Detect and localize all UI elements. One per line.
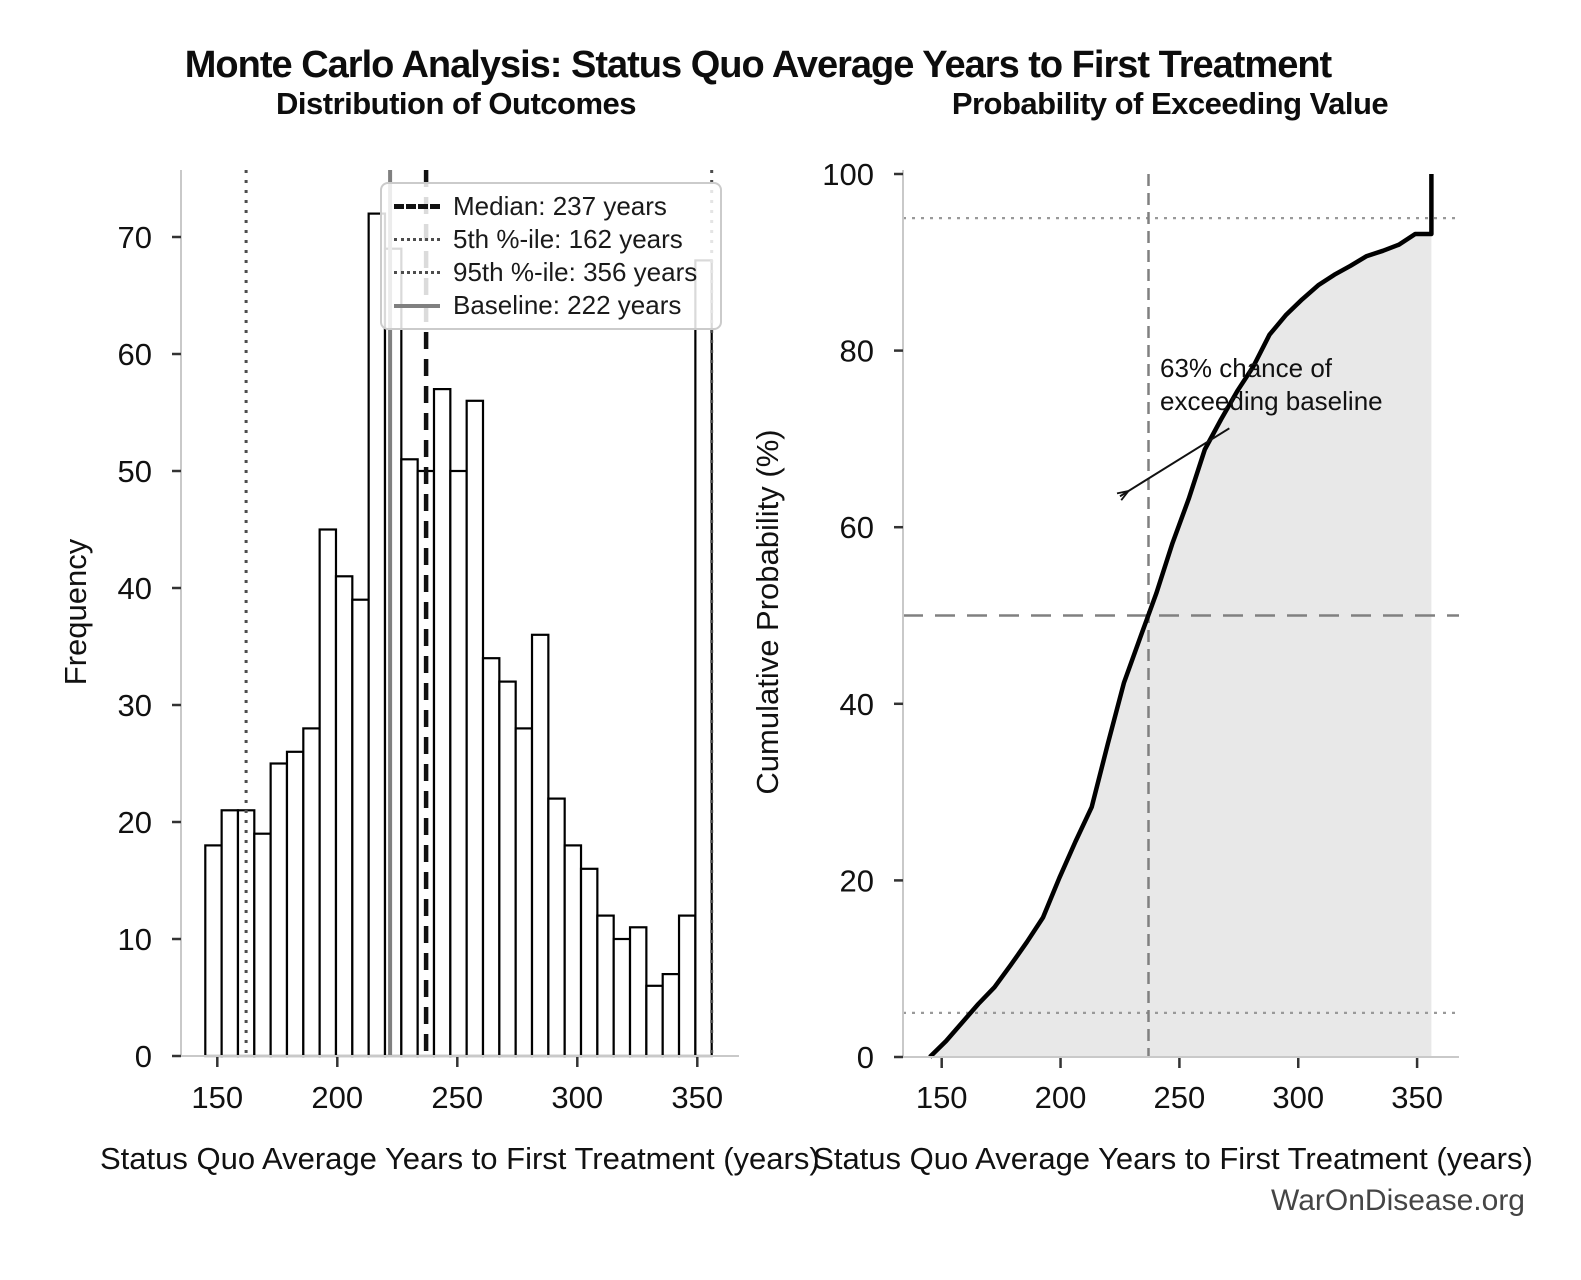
y-tick-label: 80	[840, 334, 874, 369]
histogram-bar	[547, 797, 566, 1058]
y-tick-label: 50	[118, 454, 152, 489]
histogram-title: Distribution of Outcomes	[276, 86, 637, 121]
histogram-bar	[628, 926, 648, 1058]
histogram-bar	[236, 809, 256, 1058]
cdf-title: Probability of Exceeding Value	[951, 86, 1389, 121]
y-tick-label: 20	[118, 805, 152, 840]
histogram-bar	[530, 633, 550, 1058]
x-tick-label: 150	[916, 1080, 968, 1115]
histogram-bar	[318, 528, 338, 1058]
histogram-bar	[367, 212, 387, 1058]
cdf-fill-area	[929, 234, 1432, 1057]
y-tick-label: 40	[118, 571, 152, 606]
histogram-bar	[383, 247, 403, 1058]
annotation-text: 63% chance of exceeding baseline	[1160, 353, 1383, 417]
y-tick-label: 60	[840, 510, 874, 545]
histogram-bar	[334, 575, 354, 1058]
y-tick-label: 0	[857, 1040, 874, 1075]
histogram-bar	[432, 388, 452, 1058]
histogram-bar	[612, 937, 632, 1058]
legend-label: 5th %-ile: 162 years	[453, 224, 683, 254]
x-tick-label: 250	[431, 1080, 483, 1115]
histogram-ylabel: Frequency	[58, 538, 93, 686]
cdf-xlabel: Status Quo Average Years to First Treatm…	[813, 1141, 1533, 1176]
histogram-bar	[481, 657, 501, 1058]
histogram-bar	[661, 972, 681, 1058]
y-tick-label: 30	[118, 688, 152, 723]
legend-item-median: Median: 237 years	[394, 191, 708, 222]
y-tick-label: 10	[118, 922, 152, 957]
histogram-bar	[253, 832, 272, 1058]
main-title: Monte Carlo Analysis: Status Quo Average…	[184, 44, 1332, 86]
histogram-bar	[596, 914, 615, 1058]
histogram-bar	[204, 844, 223, 1058]
histogram-bar	[285, 750, 305, 1058]
x-tick-label: 300	[1272, 1080, 1324, 1115]
cdf-ylabel: Cumulative Probability (%)	[750, 429, 785, 795]
histogram-bar	[645, 984, 664, 1058]
y-tick-label: 100	[822, 157, 874, 192]
x-tick-label: 250	[1154, 1080, 1206, 1115]
cdf-plot: 150 200 250 300 350 0 20 40 60 80 100	[822, 157, 1459, 1115]
baseline-line-sample-icon	[394, 303, 440, 308]
median-line-sample-icon	[394, 204, 440, 209]
legend-item-p5: 5th %-ile: 162 years	[394, 224, 708, 255]
legend-box: Median: 237 years 5th %-ile: 162 years 9…	[380, 182, 722, 330]
legend-label: Baseline: 222 years	[453, 290, 682, 320]
p95-line-sample-icon	[394, 271, 440, 274]
p5-line-sample-icon	[394, 238, 440, 241]
histogram-bar	[514, 727, 534, 1058]
histogram-bar	[579, 867, 599, 1058]
x-tick-label: 200	[1035, 1080, 1087, 1115]
histogram-bar	[302, 727, 321, 1058]
histogram-bar	[351, 598, 370, 1058]
x-tick-label: 200	[311, 1080, 363, 1115]
histogram-bar	[220, 809, 240, 1058]
y-tick-label: 40	[840, 687, 874, 722]
x-tick-label: 150	[191, 1080, 243, 1115]
legend-label: Median: 237 years	[453, 191, 667, 221]
histogram-bar	[269, 762, 289, 1058]
histogram-bar	[465, 399, 485, 1058]
histogram-bar	[400, 458, 419, 1058]
y-tick-label: 0	[135, 1039, 152, 1074]
legend-item-p95: 95th %-ile: 356 years	[394, 257, 708, 288]
legend-label: 95th %-ile: 356 years	[453, 257, 698, 287]
x-tick-label: 300	[551, 1080, 603, 1115]
x-tick-label: 350	[671, 1080, 723, 1115]
annotation-arrow	[1120, 427, 1230, 496]
y-tick-label: 70	[118, 220, 152, 255]
y-tick-label: 60	[118, 337, 152, 372]
watermark: WarOnDisease.org	[1271, 1184, 1525, 1217]
histogram-bar	[498, 680, 517, 1058]
cdf-curve	[928, 174, 1434, 1059]
histogram-xlabel: Status Quo Average Years to First Treatm…	[100, 1141, 820, 1176]
y-tick-label: 20	[840, 863, 874, 898]
legend-item-baseline: Baseline: 222 years	[394, 290, 708, 321]
histogram-bar	[449, 469, 468, 1058]
histogram-bar	[563, 844, 583, 1058]
histogram-bar	[694, 259, 713, 1058]
histogram-bar	[677, 914, 697, 1058]
x-tick-label: 350	[1391, 1080, 1443, 1115]
